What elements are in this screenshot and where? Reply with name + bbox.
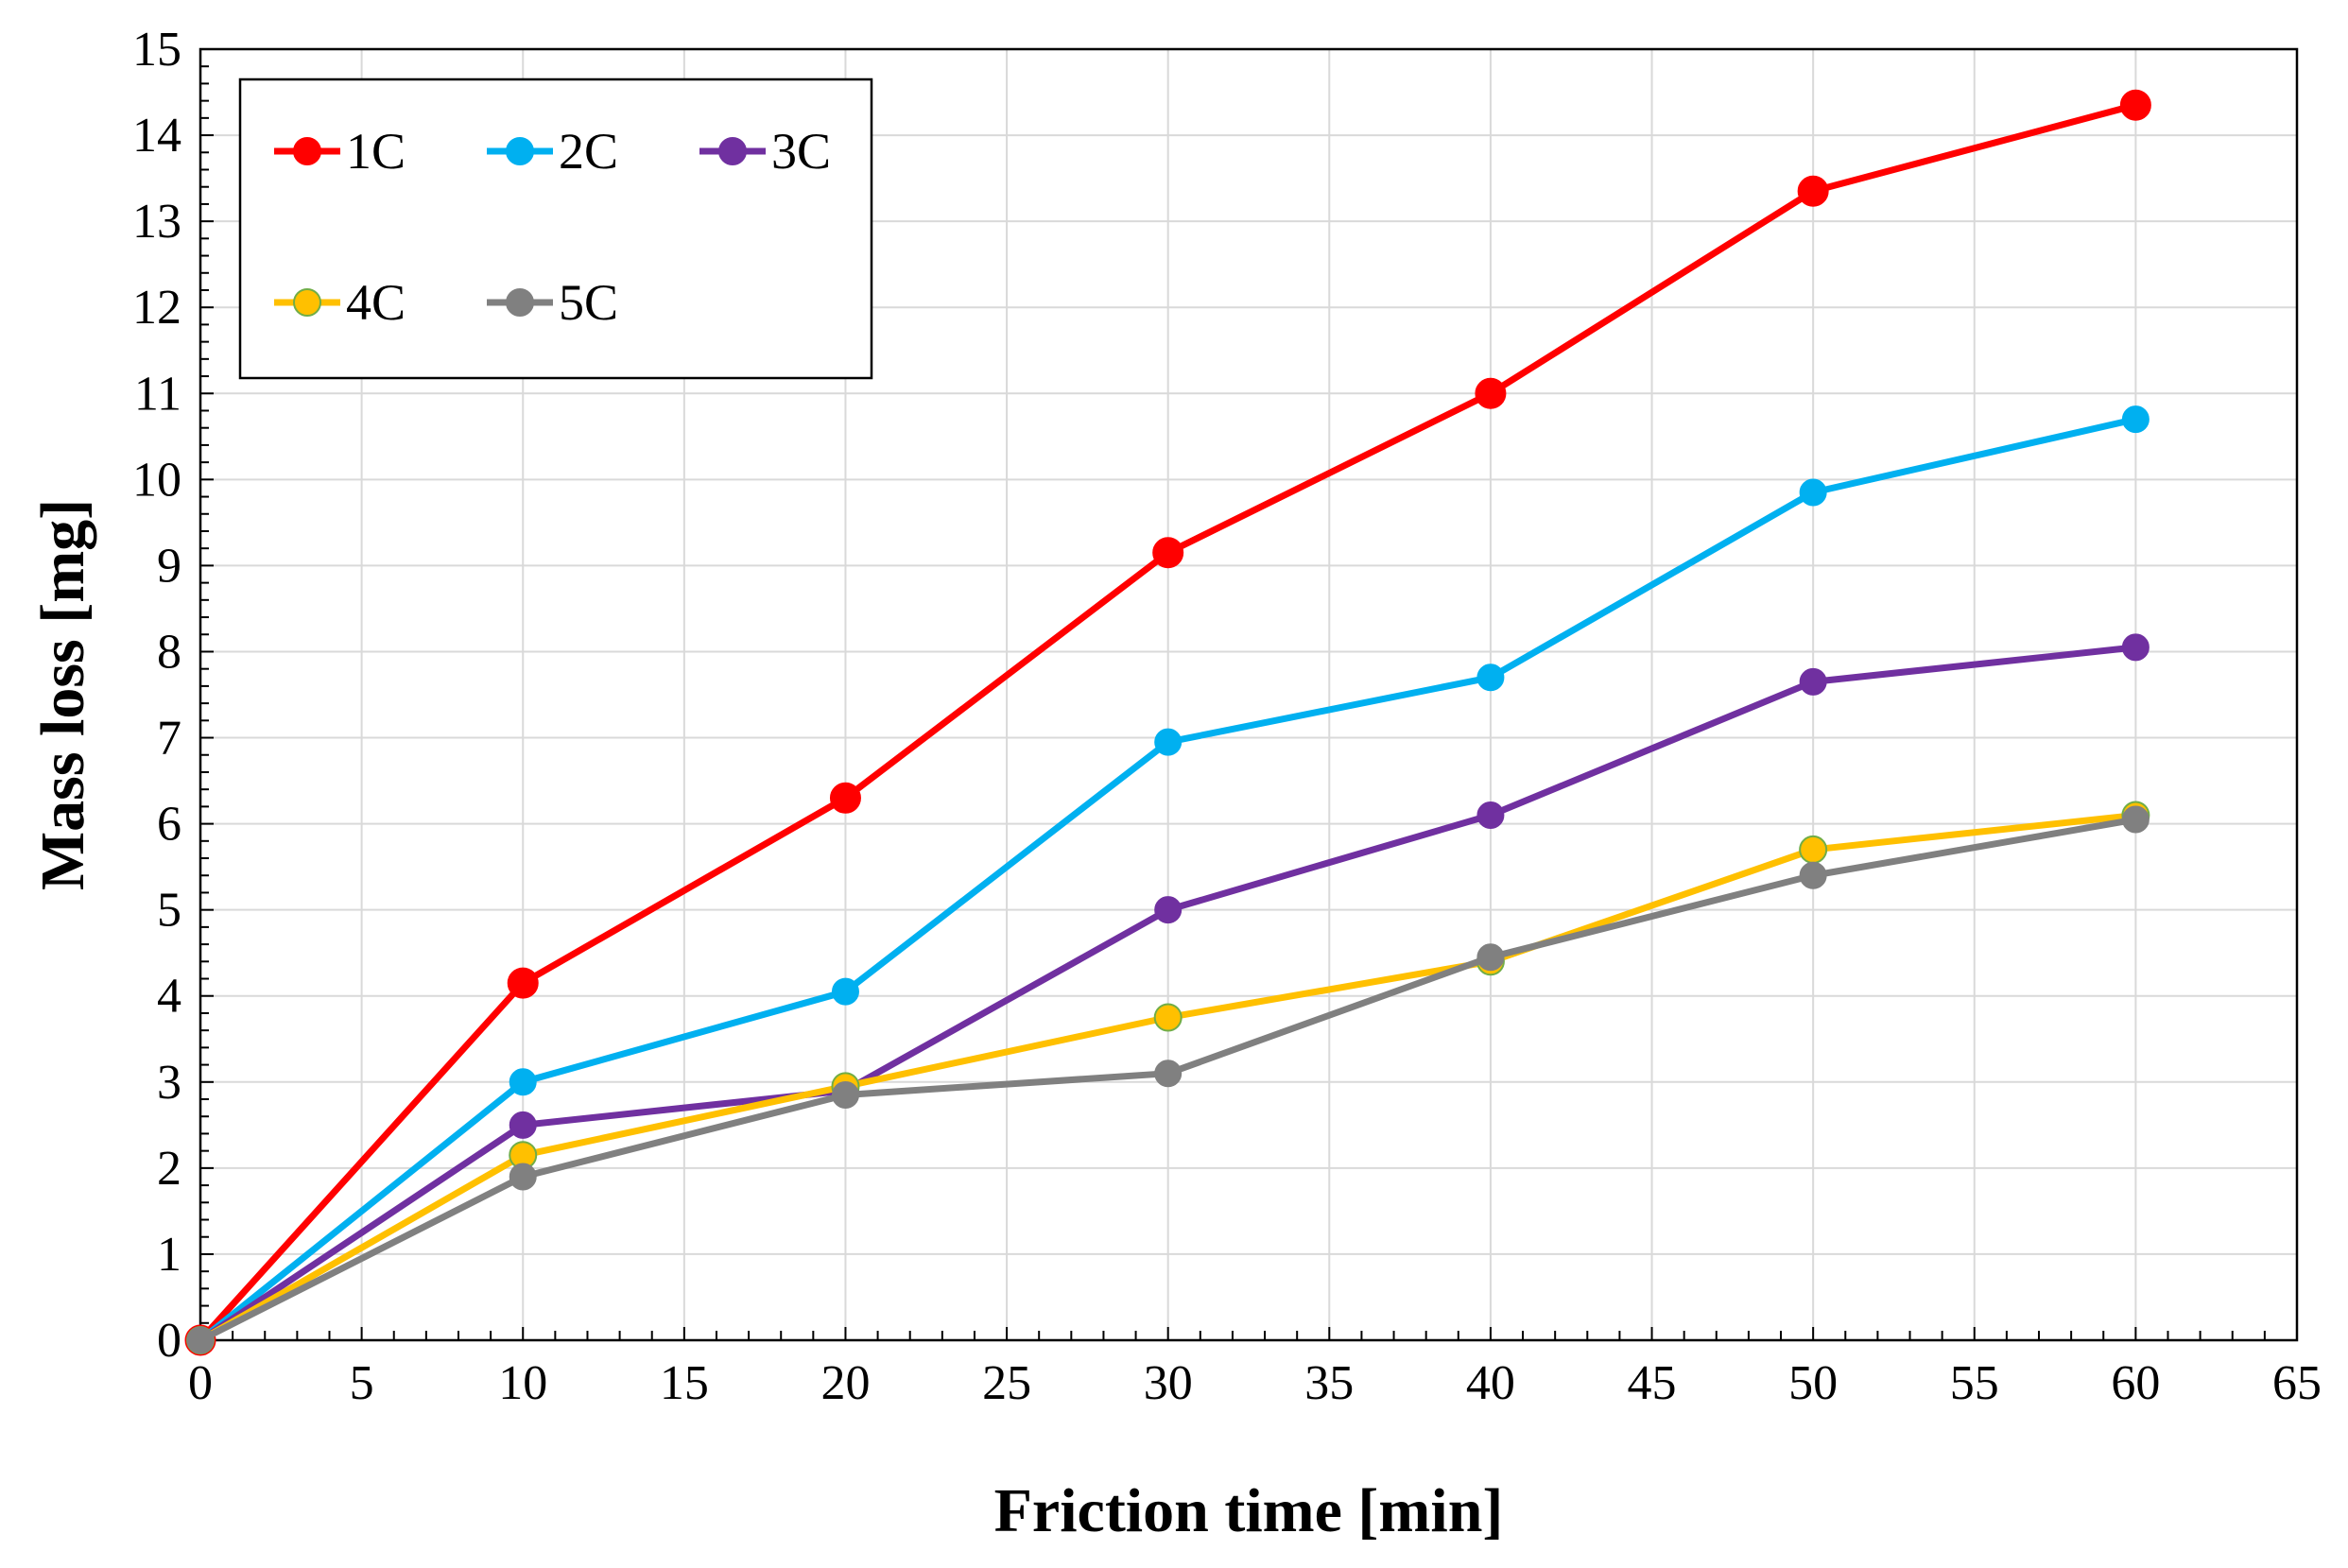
data-point-3C <box>1154 896 1183 924</box>
x-tick-label: 0 <box>188 1356 213 1410</box>
x-tick-label: 40 <box>1466 1356 1515 1410</box>
y-tick-label: 14 <box>132 109 181 163</box>
y-axis-title: Mass loss [mg] <box>28 499 97 890</box>
legend-swatch-marker <box>293 137 321 165</box>
data-point-2C <box>509 1068 537 1096</box>
y-tick-label: 13 <box>132 195 181 249</box>
legend-label: 5C <box>559 274 618 331</box>
y-tick-label: 9 <box>157 539 181 593</box>
x-tick-label: 25 <box>982 1356 1031 1410</box>
legend-label: 2C <box>559 123 618 180</box>
data-point-1C <box>507 967 539 999</box>
legend-label: 3C <box>771 123 831 180</box>
data-point-2C <box>831 977 859 1006</box>
y-tick-label: 0 <box>157 1314 181 1368</box>
plot-area-border <box>199 47 2299 1342</box>
y-tick-label: 6 <box>157 798 181 852</box>
data-point-5C <box>509 1163 537 1191</box>
data-point-5C <box>2121 805 2149 834</box>
tick-marks <box>199 48 2298 1341</box>
y-tick-label: 10 <box>132 453 181 507</box>
legend-item-3C: 3C <box>699 123 831 180</box>
x-tick-label: 10 <box>498 1356 547 1410</box>
legend-item-2C: 2C <box>487 123 618 180</box>
data-point-3C <box>1476 801 1505 829</box>
series-5C <box>186 805 2149 1354</box>
x-tick-label: 5 <box>350 1356 374 1410</box>
y-tick-label: 3 <box>157 1056 181 1110</box>
y-tick-label: 12 <box>132 281 181 335</box>
legend-swatch-marker <box>293 288 321 317</box>
data-point-5C <box>186 1326 215 1354</box>
x-tick-label: 55 <box>1950 1356 1999 1410</box>
x-axis-title: Friction time [min] <box>994 1476 1504 1545</box>
axes <box>199 47 2299 1342</box>
y-tick-label: 2 <box>157 1142 181 1196</box>
x-tick-label: 65 <box>2272 1356 2322 1410</box>
x-tick-labels: 0 5 10 15 20 25 30 35 40 45 50 55 60 65 <box>188 1356 2322 1410</box>
x-tick-label: 45 <box>1628 1356 1677 1410</box>
legend-item-5C: 5C <box>487 274 618 331</box>
y-tick-label: 4 <box>157 970 181 1024</box>
legend-swatch-marker <box>718 137 747 165</box>
x-tick-label: 15 <box>660 1356 709 1410</box>
data-point-5C <box>1799 861 1827 889</box>
x-tick-label: 50 <box>1788 1356 1838 1410</box>
data-point-3C <box>509 1111 537 1139</box>
legend-item-1C: 1C <box>274 123 406 180</box>
data-point-3C <box>1799 667 1827 696</box>
data-point-2C <box>1799 478 1827 507</box>
x-tick-label: 20 <box>820 1356 870 1410</box>
legend-swatch-marker <box>506 288 534 317</box>
data-point-4C <box>1799 835 1828 864</box>
y-tick-label: 11 <box>134 367 181 421</box>
data-point-1C <box>1152 537 1184 569</box>
data-point-1C <box>829 782 861 814</box>
legend-box <box>238 78 873 380</box>
data-point-1C <box>1475 377 1507 409</box>
y-tick-label: 5 <box>157 884 181 938</box>
legend-label: 1C <box>346 123 406 180</box>
y-tick-label: 1 <box>157 1228 181 1282</box>
data-point-1C <box>1797 175 1829 207</box>
data-point-5C <box>831 1080 859 1109</box>
data-point-3C <box>2121 633 2149 662</box>
y-tick-label: 8 <box>157 625 181 679</box>
data-point-5C <box>1154 1060 1183 1088</box>
legend: 1C 2C 3C 4C 5C <box>238 78 873 380</box>
data-point-5C <box>1476 943 1505 972</box>
data-point-2C <box>1154 728 1183 756</box>
y-tick-label: 7 <box>157 712 181 766</box>
data-point-2C <box>2121 405 2149 434</box>
x-tick-label: 35 <box>1304 1356 1354 1410</box>
series-1C <box>184 89 2151 1356</box>
data-point-4C <box>1153 1003 1183 1032</box>
x-tick-label: 60 <box>2111 1356 2160 1410</box>
x-tick-label: 30 <box>1144 1356 1193 1410</box>
legend-swatch-marker <box>506 137 534 165</box>
y-tick-label: 15 <box>132 23 181 77</box>
legend-item-4C: 4C <box>274 274 406 331</box>
data-point-2C <box>1476 663 1505 692</box>
legend-label: 4C <box>346 274 406 331</box>
data-point-1C <box>2119 89 2151 121</box>
data-series <box>184 89 2151 1356</box>
